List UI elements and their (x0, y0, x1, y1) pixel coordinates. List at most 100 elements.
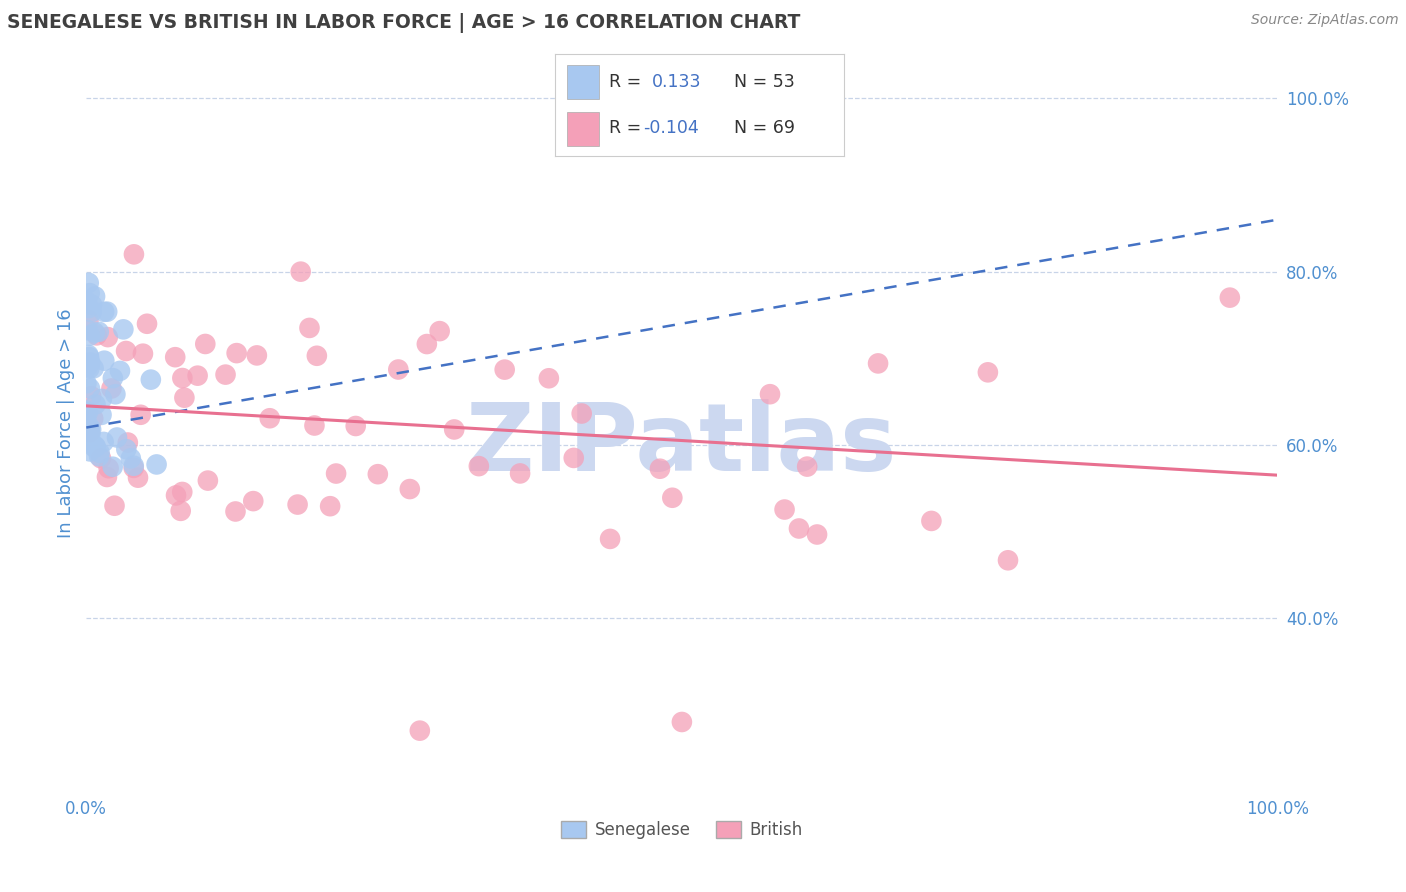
Point (429, 324, 451, 338)
Point (79, 328, 101, 343)
Point (562, 450, 585, 465)
Point (87, 325, 110, 339)
Point (187, 368, 209, 383)
Point (920, 514, 942, 528)
Point (115, 343, 138, 358)
Point (108, 364, 131, 378)
Point (76, 295, 98, 310)
Point (225, 346, 247, 360)
Point (76, 404, 98, 418)
Point (787, 521, 810, 535)
Point (409, 723, 432, 738)
Text: SENEGALESE VS BRITISH IN LABOR FORCE | AGE > 16 CORRELATION CHART: SENEGALESE VS BRITISH IN LABOR FORCE | A… (7, 13, 800, 33)
Point (93, 305, 115, 319)
Text: R =: R = (609, 119, 647, 136)
Point (304, 418, 326, 433)
Point (86, 328, 108, 343)
Point (84, 440, 107, 454)
Point (197, 474, 219, 488)
Point (122, 247, 145, 261)
Point (468, 459, 491, 474)
Point (90, 392, 112, 406)
Point (93, 434, 115, 449)
Point (79, 427, 101, 442)
Legend: Senegalese, British: Senegalese, British (555, 814, 808, 846)
Point (571, 407, 593, 421)
Point (122, 461, 145, 475)
Point (96, 304, 118, 318)
Point (84, 289, 107, 303)
Point (100, 381, 122, 395)
Point (76, 413, 98, 427)
Point (93, 353, 115, 368)
Point (224, 504, 246, 518)
Point (77, 348, 100, 362)
Point (76, 360, 98, 375)
Point (773, 502, 796, 516)
Point (344, 419, 367, 434)
Point (75, 376, 97, 391)
Point (96, 470, 118, 484)
Bar (567, 112, 599, 145)
Point (671, 714, 693, 729)
Point (129, 408, 152, 422)
Point (117, 435, 139, 450)
Point (77, 301, 100, 315)
Point (494, 362, 516, 376)
Point (83, 441, 105, 455)
Bar (567, 65, 599, 99)
Point (305, 349, 328, 363)
Point (172, 371, 194, 385)
Y-axis label: In Labor Force | Age > 16: In Labor Force | Age > 16 (58, 309, 75, 538)
Point (165, 488, 187, 502)
Point (977, 365, 1000, 379)
Point (90, 451, 112, 466)
Point (509, 467, 531, 481)
Text: -0.104: -0.104 (644, 119, 699, 136)
Point (77, 420, 100, 434)
Point (80, 389, 103, 403)
Point (387, 362, 409, 376)
Point (77, 434, 100, 448)
Point (76, 323, 98, 337)
Point (1219, 291, 1241, 305)
Point (136, 317, 159, 331)
Point (796, 459, 818, 474)
Point (84, 439, 107, 453)
Point (80, 423, 103, 437)
Point (105, 430, 128, 444)
Point (79, 421, 101, 435)
Point (806, 527, 828, 541)
Point (122, 458, 145, 473)
Point (246, 348, 269, 362)
Point (132, 347, 155, 361)
Point (76, 421, 98, 435)
Point (145, 458, 167, 472)
Point (80, 298, 103, 312)
Text: R =: R = (609, 73, 652, 91)
Point (90, 408, 112, 422)
Point (259, 411, 281, 425)
Point (77, 350, 100, 364)
Point (79, 425, 101, 440)
Text: 0.133: 0.133 (652, 73, 702, 91)
Point (127, 471, 149, 485)
Point (97, 461, 120, 475)
Point (443, 422, 465, 436)
Point (115, 442, 138, 457)
Point (89, 446, 111, 460)
Text: N = 69: N = 69 (734, 119, 794, 136)
Text: Source: ZipAtlas.com: Source: ZipAtlas.com (1251, 13, 1399, 28)
Point (172, 485, 194, 500)
Point (416, 337, 439, 351)
Point (79, 381, 101, 395)
Point (997, 553, 1019, 567)
Text: N = 53: N = 53 (734, 73, 794, 91)
Point (242, 494, 264, 508)
Point (319, 499, 342, 513)
Point (398, 482, 420, 496)
Point (661, 491, 683, 505)
Point (325, 467, 347, 481)
Point (79, 355, 101, 369)
Point (173, 391, 195, 405)
